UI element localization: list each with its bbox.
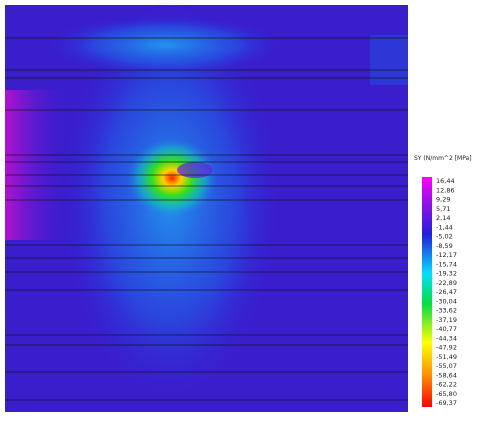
stress-concentration [127, 138, 217, 218]
legend-title: SY (N/mm^2 [MPa] [414, 155, 472, 162]
stress-band [45, 15, 285, 75]
legend-label: 9,29 [436, 196, 450, 204]
legend-label: -30,04 [436, 297, 457, 305]
legend-label: -8,59 [436, 242, 453, 250]
legend-label: -65,80 [436, 390, 457, 398]
legend-label: -47,92 [436, 344, 457, 352]
legend-label: -62,22 [436, 381, 457, 389]
legend-label: -51,49 [436, 353, 457, 361]
legend-label: -22,89 [436, 279, 457, 287]
edge-region [370, 35, 408, 85]
legend-label: -12,17 [436, 251, 457, 259]
contour-plot [5, 0, 408, 412]
legend-label: -37,19 [436, 316, 457, 324]
legend-label: -40,77 [436, 325, 457, 333]
stress-detail [177, 162, 213, 178]
color-bar [422, 177, 432, 407]
legend-label: -55,07 [436, 362, 457, 370]
legend-label: 5,71 [436, 205, 450, 213]
legend-label: -44,34 [436, 334, 457, 342]
legend-label: 12,86 [436, 186, 455, 194]
legend-label: -58,64 [436, 371, 457, 379]
legend-label: -69,37 [436, 399, 457, 407]
legend-label: -5,02 [436, 233, 453, 241]
legend-label: 2,14 [436, 214, 450, 222]
legend-label: -19,32 [436, 270, 457, 278]
magenta-region [5, 90, 65, 240]
mesh-lines [5, 37, 408, 401]
legend-label: -33,62 [436, 307, 457, 315]
legend: SY (N/mm^2 [MPa] 16,4412,869,295,712,14-… [414, 155, 472, 407]
legend-label: -15,74 [436, 260, 457, 268]
legend-label: 16,44 [436, 177, 455, 185]
legend-label: -26,47 [436, 288, 457, 296]
legend-label: -1,44 [436, 223, 453, 231]
